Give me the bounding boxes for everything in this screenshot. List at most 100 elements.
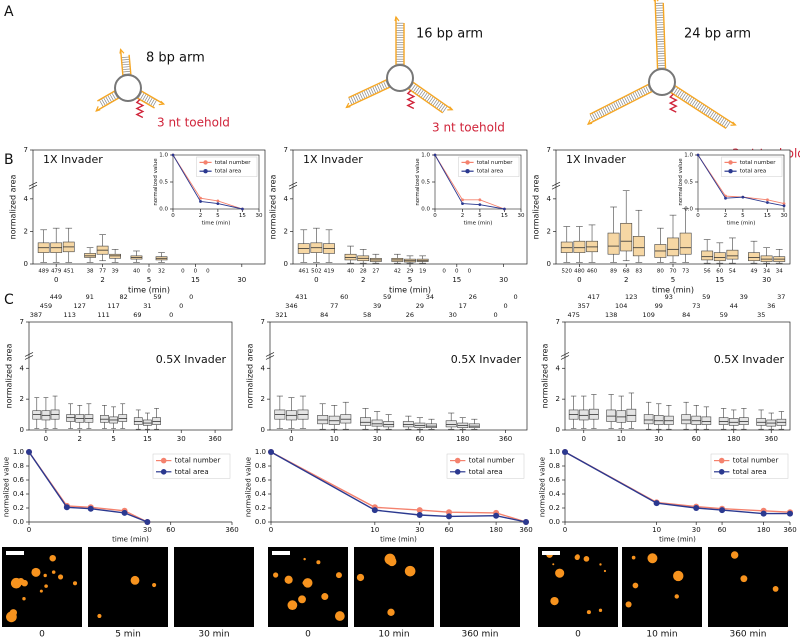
box bbox=[632, 236, 645, 257]
droplet bbox=[552, 563, 555, 566]
x-tick-label: 0 bbox=[433, 213, 437, 219]
y-axis-label: normalized value bbox=[678, 158, 684, 206]
y-tick-label: 0.0 bbox=[549, 518, 560, 526]
base-pair bbox=[609, 104, 613, 112]
y-tick-label: 0.8 bbox=[255, 462, 266, 470]
axis-break bbox=[265, 352, 275, 357]
count-label: 60 bbox=[716, 269, 723, 275]
base-pair bbox=[363, 90, 368, 98]
base-pair bbox=[701, 106, 707, 113]
y-axis-label: normalized value bbox=[153, 158, 159, 206]
y-tick-label: 0.2 bbox=[13, 504, 24, 512]
count-label: 321 bbox=[275, 311, 287, 319]
count-label: 49 bbox=[750, 269, 757, 275]
count-label: 39 bbox=[112, 269, 119, 275]
base-pair bbox=[613, 102, 618, 110]
y-axis-label: normalized area bbox=[5, 343, 14, 408]
x-axis-label: time (min) bbox=[389, 286, 431, 295]
y-tick-label: 1.0 bbox=[159, 153, 168, 159]
micrograph-label: 360 min bbox=[461, 630, 498, 640]
plot-frame bbox=[564, 321, 791, 431]
x-tick-label: 0 bbox=[563, 526, 567, 534]
count-label: 113 bbox=[64, 311, 76, 319]
strand bbox=[662, 2, 667, 70]
count-label: 77 bbox=[330, 302, 338, 310]
box bbox=[445, 420, 457, 428]
base-pair bbox=[436, 102, 442, 109]
base-pair bbox=[703, 107, 709, 114]
y-tick-label: 0.4 bbox=[13, 490, 25, 498]
droplet bbox=[51, 570, 56, 574]
droplet bbox=[31, 567, 41, 577]
x-tick-label: 15 bbox=[143, 435, 152, 443]
arm-label: 24 bp arm bbox=[684, 27, 751, 42]
micrograph-label: 30 min bbox=[198, 630, 229, 640]
base-pair bbox=[122, 66, 130, 68]
series-marker bbox=[760, 510, 767, 517]
legend-box bbox=[446, 453, 525, 479]
base-pair bbox=[348, 97, 353, 105]
y-tick-label: 0.8 bbox=[549, 462, 560, 470]
panel-label: B bbox=[4, 152, 14, 168]
base-pair bbox=[101, 98, 106, 106]
strand bbox=[673, 84, 736, 126]
count-label: 36 bbox=[767, 302, 775, 310]
base-pair bbox=[685, 95, 691, 102]
count-label: 59 bbox=[153, 293, 161, 301]
x-tick-label: 0 bbox=[289, 435, 293, 443]
base-pair bbox=[426, 95, 432, 102]
droplet bbox=[387, 608, 395, 616]
toehold bbox=[668, 93, 678, 113]
strand bbox=[140, 89, 165, 105]
count-label: 32 bbox=[158, 269, 165, 275]
base-pair bbox=[626, 95, 631, 103]
strand bbox=[407, 87, 444, 114]
junction-diagram bbox=[586, 0, 737, 129]
series-marker bbox=[144, 519, 151, 525]
y-tick-label: 0.8 bbox=[13, 462, 24, 470]
droplet bbox=[303, 557, 306, 561]
count-label: 40 bbox=[347, 269, 354, 275]
base-pair bbox=[683, 94, 689, 101]
count-label: 17 bbox=[459, 302, 467, 310]
y-axis-label: normalized area bbox=[9, 174, 18, 239]
strand bbox=[587, 90, 654, 125]
x-tick-label: 15 bbox=[191, 276, 200, 284]
x-tick-label: 360 bbox=[519, 526, 532, 534]
droplet bbox=[302, 578, 313, 588]
box bbox=[748, 252, 760, 262]
y-tick-label: 2 bbox=[547, 227, 551, 235]
droplet bbox=[298, 595, 306, 604]
droplet bbox=[6, 611, 17, 623]
count-label: 89 bbox=[610, 269, 617, 275]
series-marker bbox=[782, 202, 786, 206]
x-tick-label: 2 bbox=[100, 276, 104, 284]
legend-box bbox=[152, 453, 231, 479]
base-pair bbox=[707, 110, 713, 117]
x-tick-label: 2 bbox=[724, 213, 728, 219]
y-tick-label: 0 bbox=[24, 260, 28, 268]
base-pair bbox=[361, 91, 366, 99]
micrograph bbox=[174, 547, 254, 627]
y-axis-label: normalized value bbox=[539, 457, 547, 517]
base-pair bbox=[604, 106, 609, 114]
y-tick-label: 0.4 bbox=[549, 490, 561, 498]
count-label: 91 bbox=[86, 293, 94, 301]
count-label: 123 bbox=[625, 293, 637, 301]
droplet bbox=[730, 551, 739, 559]
y-tick-label: 1.0 bbox=[684, 153, 693, 159]
droplet bbox=[625, 601, 632, 608]
y-tick-label: 0.0 bbox=[421, 207, 430, 213]
base-pair bbox=[621, 98, 626, 105]
droplet bbox=[674, 594, 679, 599]
x-tick-label: 0 bbox=[577, 276, 581, 284]
series-marker bbox=[693, 505, 700, 511]
series-marker bbox=[216, 202, 220, 206]
droplet bbox=[22, 596, 26, 601]
y-axis-label: normalized area bbox=[541, 343, 550, 408]
base-pair bbox=[709, 111, 715, 118]
base-pair bbox=[434, 100, 440, 107]
x-tick-label: 5 bbox=[671, 276, 675, 284]
droplet bbox=[302, 580, 307, 586]
x-tick-label: 0 bbox=[582, 435, 586, 443]
